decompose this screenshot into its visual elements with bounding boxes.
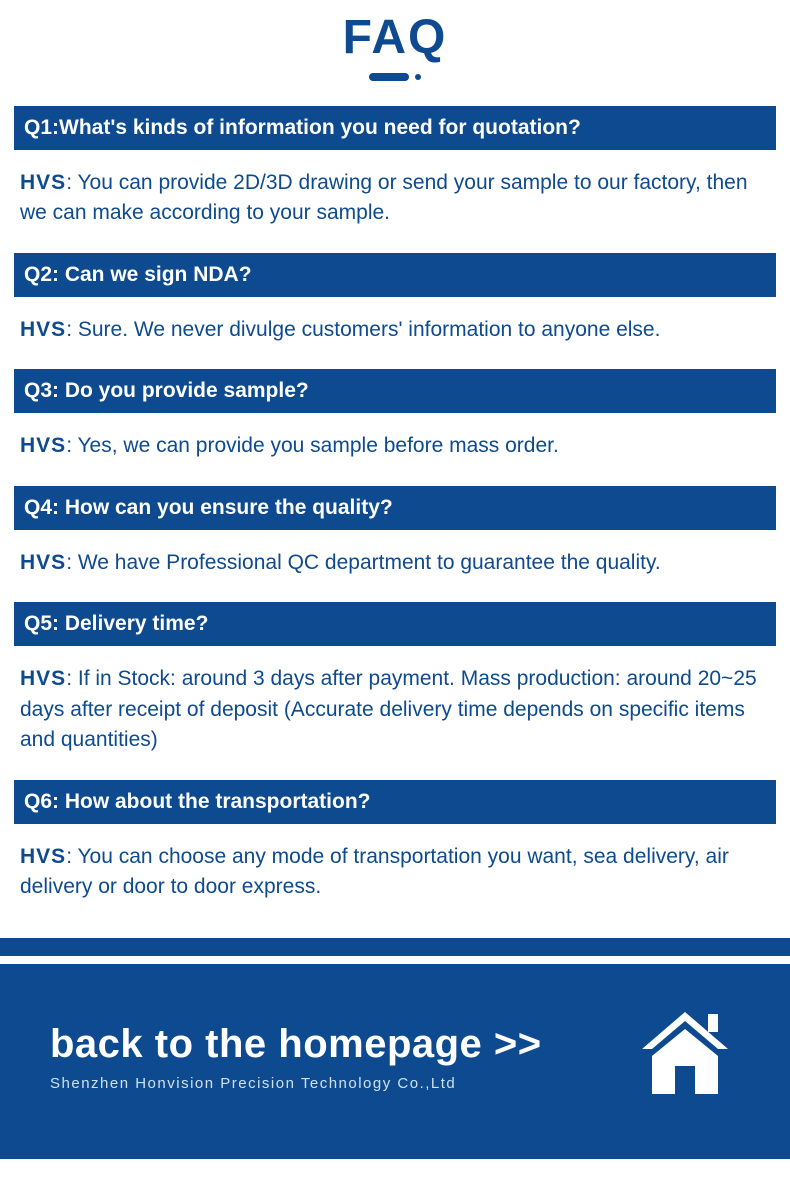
answer-block: HVS: You can choose any mode of transpor…: [14, 824, 776, 909]
answer-block: HVS: We have Professional QC department …: [14, 530, 776, 584]
answer-prefix: HVS: [20, 845, 66, 868]
question-bar: Q3: Do you provide sample?: [14, 369, 776, 413]
company-name: Shenzhen Honvision Precision Technology …: [50, 1075, 542, 1092]
footer-separator: [0, 938, 790, 956]
question-bar: Q6: How about the transportation?: [14, 780, 776, 824]
answer-block: HVS: You can provide 2D/3D drawing or se…: [14, 150, 776, 235]
answer-prefix: HVS: [20, 434, 66, 457]
answer-text: : You can choose any mode of transportat…: [20, 845, 729, 898]
footer-banner[interactable]: back to the homepage >> Shenzhen Honvisi…: [0, 964, 790, 1159]
question-bar: Q4: How can you ensure the quality?: [14, 486, 776, 530]
homepage-link-text[interactable]: back to the homepage >>: [50, 1022, 542, 1067]
question-bar: Q1:What's kinds of information you need …: [14, 106, 776, 150]
footer-text-block: back to the homepage >> Shenzhen Honvisi…: [50, 1022, 542, 1092]
answer-text: : We have Professional QC department to …: [66, 551, 661, 574]
question-bar: Q5: Delivery time?: [14, 602, 776, 646]
answer-prefix: HVS: [20, 551, 66, 574]
answer-prefix: HVS: [20, 667, 66, 690]
answer-text: : If in Stock: around 3 days after payme…: [20, 667, 757, 751]
answer-text: : You can provide 2D/3D drawing or send …: [20, 171, 748, 224]
faq-container: Q1:What's kinds of information you need …: [0, 106, 790, 908]
home-icon[interactable]: [630, 1004, 740, 1109]
answer-block: HVS: Sure. We never divulge customers' i…: [14, 297, 776, 351]
underline-dot: [415, 74, 421, 80]
footer-gap: [0, 956, 790, 964]
underline-bar: [369, 73, 409, 81]
answer-text: : Yes, we can provide you sample before …: [66, 434, 559, 457]
answer-prefix: HVS: [20, 318, 66, 341]
answer-block: HVS: Yes, we can provide you sample befo…: [14, 413, 776, 467]
answer-block: HVS: If in Stock: around 3 days after pa…: [14, 646, 776, 761]
page-title: FAQ: [0, 0, 790, 65]
answer-prefix: HVS: [20, 171, 66, 194]
answer-text: : Sure. We never divulge customers' info…: [66, 318, 660, 341]
title-underline: [0, 73, 790, 81]
question-bar: Q2: Can we sign NDA?: [14, 253, 776, 297]
